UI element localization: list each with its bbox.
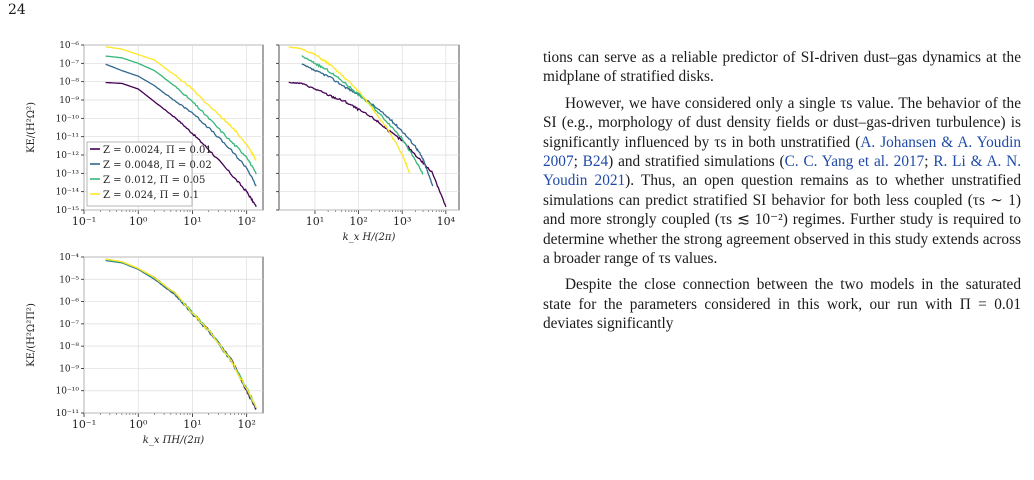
series-line (288, 81, 447, 208)
text-run: ). Thus, an open question remains as to … (543, 172, 1021, 268)
y-tick-label: 10⁻⁷ (59, 59, 79, 69)
x-tick-label: 10² (237, 418, 255, 431)
body-text: tions can serve as a reliable predictor … (543, 48, 1021, 341)
y-tick-label: 10⁻⁴ (59, 253, 79, 263)
y-tick-label: 10⁻⁸ (59, 342, 79, 352)
legend-label: Z = 0.012, Π = 0.05 (103, 175, 205, 186)
x-tick-label: 10¹ (183, 418, 201, 431)
panel-top-left: 10⁻¹ 10⁰ 10¹ 10² 10⁻¹⁵ 10⁻¹⁴ 10⁻¹³ 10⁻¹² 10⁻¹¹ 10… (26, 41, 264, 228)
page-number: 24 (8, 2, 26, 18)
paragraph-2: However, we have considered only a singl… (543, 94, 1021, 269)
y-tick-label: 10⁻¹³ (56, 169, 80, 179)
text-run: ; (924, 153, 934, 171)
y-tick-label: 10⁻⁶ (59, 41, 79, 51)
y-tick-label: 10⁻⁶ (59, 298, 79, 308)
x-tick-label: 10⁰ (129, 418, 148, 431)
y-tick-label: 10⁻¹⁰ (56, 387, 80, 397)
series-line (105, 63, 257, 187)
panel-bottom-left: 10⁻¹ 10⁰ 10¹ 10² 10⁻¹¹ 10⁻¹⁰ 10⁻⁹ 10⁻⁸ 10⁻⁷ 10⁻⁶ 1… (26, 253, 264, 446)
y-tick-label: 10⁻⁹ (59, 364, 79, 374)
x-axis-label: k_x H/(2π) (343, 232, 396, 243)
x-tick-label: 10³ (393, 215, 411, 228)
citation-link[interactable]: A. Johansen & A. Youdin 2007 (543, 133, 1021, 171)
series-line (105, 46, 257, 161)
x-axis-label: k_x ΠH/(2π) (143, 435, 205, 446)
series-line (105, 81, 257, 208)
series-line (301, 55, 424, 175)
x-tick-label: 10⁴ (437, 215, 456, 228)
citation-link[interactable]: R. Li & A. N. Youdin 2021 (543, 153, 1022, 190)
legend-box (86, 141, 193, 207)
x-tick-label: 10⁻¹ (72, 418, 96, 431)
y-tick-label: 10⁻¹⁰ (56, 114, 80, 124)
x-tick-label: 10² (237, 215, 255, 228)
citation-link[interactable]: C. C. Yang et al. 2017 (784, 153, 925, 171)
legend-label: Z = 0.024, Π = 0.1 (103, 190, 199, 201)
x-tick-label: 10² (349, 215, 367, 228)
figure: 10⁻¹ 10⁰ 10¹ 10²10⁻¹⁵10⁻¹⁴10⁻¹³10⁻¹²10⁻¹¹10… (26, 41, 460, 446)
x-tick-label: 10⁻¹ (72, 215, 96, 228)
series-line (105, 55, 257, 175)
paragraph-1: tions can serve as a reliable predictor … (543, 49, 1021, 86)
legend-label: Z = 0.0048, Π = 0.02 (103, 160, 212, 171)
y-tick-label: 10⁻¹⁵ (56, 206, 80, 216)
x-tick-label: 10⁰ (129, 215, 148, 228)
panel-top-right: 10¹ 10² 10³ 10⁴ k_x H/(2π) (276, 44, 460, 243)
x-tick-label: 10¹ (183, 215, 201, 228)
y-tick-label: 10⁻⁵ (59, 275, 79, 285)
y-axis-label: KE/(H²Ω²) (26, 102, 37, 153)
y-tick-label: 10⁻⁷ (59, 320, 79, 330)
y-tick-label: 10⁻¹² (56, 151, 80, 161)
citation-link[interactable]: B24 (582, 153, 609, 171)
y-tick-label: 10⁻⁹ (59, 96, 79, 106)
paragraph-3: Despite the close connection between the… (543, 276, 1021, 333)
series-line (288, 46, 411, 174)
legend-label: Z = 0.0024, Π = 0.01 (103, 145, 212, 156)
y-tick-label: 10⁻¹¹ (56, 409, 79, 419)
y-axis-label: KE/(H²Ω²Π²) (26, 303, 37, 367)
y-tick-label: 10⁻¹⁴ (56, 188, 80, 198)
y-tick-label: 10⁻¹¹ (56, 133, 79, 143)
y-tick-label: 10⁻⁸ (59, 78, 79, 88)
series-line (105, 258, 257, 409)
plot-frame (83, 256, 264, 414)
text-run: However, we have considered only a singl… (543, 94, 1021, 151)
x-tick-label: 10¹ (306, 215, 324, 228)
text-run: ; (573, 153, 583, 171)
text-run: ) and stratified simulations ( (608, 153, 785, 171)
